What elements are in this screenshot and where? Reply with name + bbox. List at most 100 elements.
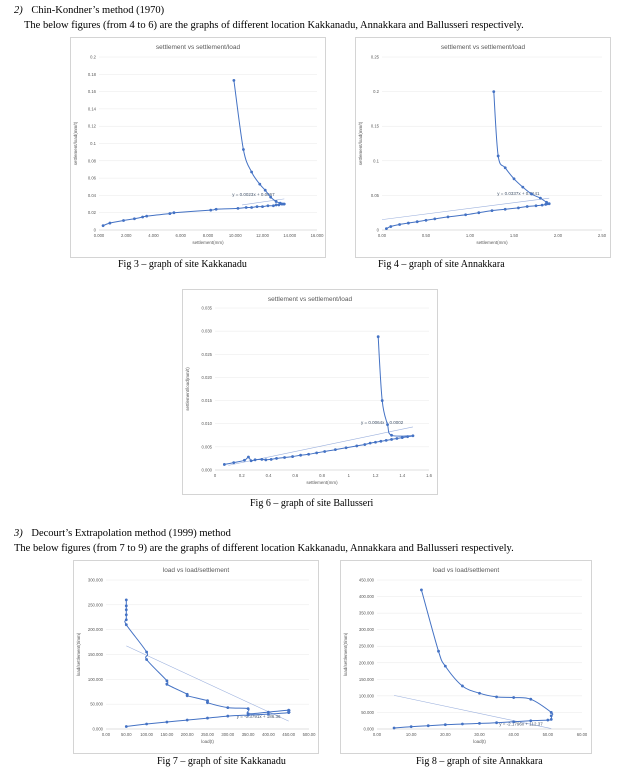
data-point [521, 185, 525, 189]
chart-title: load vs load/settlement [163, 567, 230, 574]
y-tick-label: 0.15 [371, 124, 380, 129]
data-point [287, 708, 291, 712]
data-point [206, 699, 209, 703]
chart-svg: settlement vs settlement/load 0.000 0.005 0… [185, 296, 433, 485]
data-point [260, 457, 264, 461]
data-point [133, 217, 136, 221]
caption-fig-8: Fig 8 – graph of site Annakkara [416, 756, 543, 767]
trendline-equation: y = 0.0023x + 0.0067 [232, 192, 275, 197]
x-tick-label: 6.000 [176, 233, 187, 238]
data-point [258, 182, 262, 186]
data-point [206, 701, 209, 705]
data-point [264, 458, 268, 462]
data-point [406, 435, 409, 439]
section-2-title: Chin-Kondner’s method (1970) [31, 5, 165, 16]
data-point [124, 608, 128, 612]
x-tick-label: 16.000 [311, 233, 324, 238]
data-point [549, 711, 553, 714]
data-point [267, 710, 270, 714]
data-point [495, 721, 498, 725]
data-point [363, 443, 367, 446]
data-point [323, 450, 327, 453]
x-tick-label: 100.00 [140, 732, 153, 737]
data-point [108, 221, 112, 225]
data-point [214, 207, 218, 211]
section-2-number: 2) [14, 5, 23, 16]
data-point [385, 227, 388, 231]
data-point [172, 211, 176, 215]
data-point [232, 78, 236, 82]
data-point [478, 721, 481, 725]
x-tick-label: 12.000 [256, 233, 269, 238]
x-axis-label: load(t) [473, 739, 486, 744]
data-point [546, 718, 550, 722]
data-point [433, 217, 437, 221]
caption-fig-7: Fig 7 – graph of site Kakkanadu [157, 756, 286, 767]
data-point [250, 206, 254, 209]
data-point [495, 695, 498, 699]
chart-svg: settlement vs settlement/load 0 0.02 0.04 0.… [73, 44, 324, 245]
x-tick-label: 150.00 [160, 732, 173, 737]
y-axis-label: load/settlement(t/mm) [343, 632, 348, 676]
data-point [386, 423, 389, 427]
x-tick-label: 0.50 [422, 233, 431, 238]
data-point [517, 206, 520, 210]
y-tick-label: 0.2 [373, 89, 379, 94]
data-point [145, 658, 148, 661]
data-point [398, 223, 401, 226]
trendline [394, 695, 552, 729]
x-tick-label: 1.00 [466, 233, 475, 238]
data-point [101, 224, 105, 228]
data-point [392, 726, 396, 730]
x-tick-label: 350.00 [242, 732, 255, 737]
data-point [395, 437, 399, 440]
data-point [283, 456, 286, 459]
data-point [124, 604, 128, 608]
y-tick-label: 300.000 [359, 627, 375, 632]
x-axis-label: settlement(mm) [306, 480, 338, 485]
data-point [477, 211, 481, 215]
data-point [249, 459, 253, 463]
y-tick-label: 0.14 [88, 106, 97, 111]
y-tick-label: 0.020 [202, 375, 213, 380]
data-point [384, 438, 388, 442]
data-point [409, 725, 413, 729]
x-tick-label: 1 [348, 473, 351, 478]
data-point [141, 215, 144, 219]
series-line [124, 599, 291, 727]
data-point [272, 204, 275, 208]
y-tick-label: 250.000 [88, 602, 104, 607]
y-tick-label: 150.000 [359, 677, 375, 682]
data-point [145, 650, 148, 654]
x-tick-label: 400.00 [262, 732, 275, 737]
chart-annakkara-chin: settlement vs settlement/load 0 0.05 0.1 0.1… [355, 37, 611, 258]
chart-title: load vs load/settlement [433, 567, 500, 574]
caption-fig-3: Fig 3 – graph of site Kakkanadu [118, 259, 247, 270]
x-tick-label: 500.00 [303, 732, 316, 737]
data-point [344, 446, 348, 450]
data-point [165, 682, 169, 686]
y-tick-label: 0.000 [93, 727, 104, 732]
x-tick-label: 0.2 [239, 473, 245, 478]
data-point [492, 90, 496, 93]
y-tick-label: 0.1 [90, 141, 96, 146]
y-tick-label: 0.06 [88, 176, 97, 181]
chart-kakkanadu-chin: settlement vs settlement/load 0 0.02 0.04 0.… [70, 37, 326, 258]
y-tick-label: 0.05 [371, 193, 380, 198]
y-tick-label: 0.04 [88, 193, 97, 198]
x-tick-label: 50.00 [543, 732, 554, 737]
y-tick-label: 50.000 [361, 710, 374, 715]
data-point [253, 458, 257, 462]
x-axis-label: settlement(mm) [476, 240, 508, 245]
y-tick-label: 0.02 [88, 210, 97, 215]
x-tick-label: 8.000 [203, 233, 214, 238]
chart-ballusseri-chin: settlement vs settlement/load 0.000 0.005 0… [182, 289, 438, 495]
y-tick-label: 0.12 [88, 124, 97, 129]
y-tick-label: 0.000 [364, 727, 375, 732]
y-axis-label: settlement/load(mm/t) [73, 121, 78, 165]
data-point [232, 461, 236, 464]
y-tick-label: 0.18 [88, 72, 97, 77]
y-tick-label: 0 [377, 228, 380, 233]
data-point [165, 720, 169, 724]
y-tick-label: 0.1 [373, 158, 379, 163]
